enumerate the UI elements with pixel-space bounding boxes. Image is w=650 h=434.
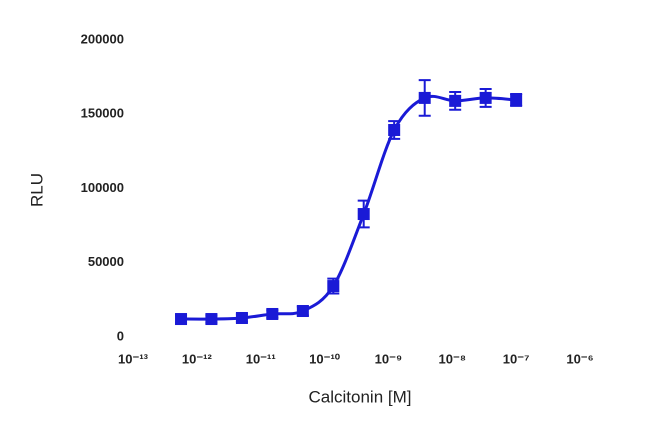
y-tick-label: 150000 <box>81 106 124 121</box>
marker <box>266 307 279 320</box>
y-tick-label: 50000 <box>88 254 124 269</box>
fit-curve <box>181 94 517 321</box>
marker <box>418 91 431 104</box>
x-tick-label: 10⁻⁶ <box>566 351 593 366</box>
y-tick-label: 200000 <box>81 31 124 46</box>
x-tick-label: 10⁻⁹ <box>375 351 403 366</box>
x-tick-label: 10⁻¹² <box>182 351 213 366</box>
y-tick-label: 0 <box>117 328 124 343</box>
marker <box>205 313 218 326</box>
marker <box>357 208 370 221</box>
marker <box>235 311 248 324</box>
marker <box>388 123 401 136</box>
x-tick-label: 10⁻¹¹ <box>246 351 276 366</box>
x-tick-label: 10⁻⁸ <box>439 351 466 366</box>
marker <box>510 93 523 106</box>
y-axis-title: RLU <box>27 173 46 207</box>
x-tick-label: 10⁻¹³ <box>118 351 149 366</box>
y-tick-label: 100000 <box>81 180 124 195</box>
marker <box>479 91 492 104</box>
marker <box>296 305 309 318</box>
x-axis-title: Calcitonin [M] <box>309 387 412 406</box>
x-tick-label: 10⁻⁷ <box>503 351 530 366</box>
marker <box>175 313 188 326</box>
marker <box>449 94 462 107</box>
x-tick-label: 10⁻¹⁰ <box>309 351 341 366</box>
marker <box>327 280 340 293</box>
